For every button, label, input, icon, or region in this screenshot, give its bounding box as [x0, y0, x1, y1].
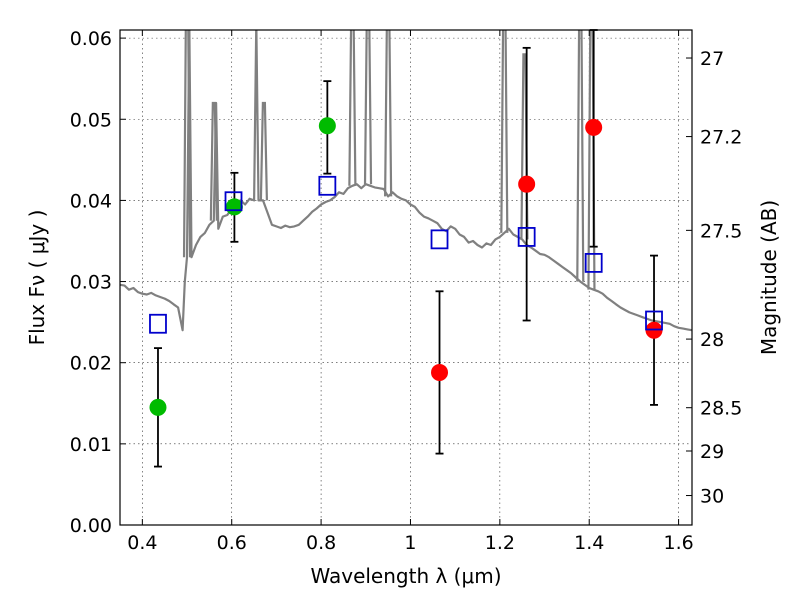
observed-point-red — [586, 119, 602, 135]
model-photometry-square — [319, 177, 335, 195]
mag-tick-label: 30 — [700, 486, 724, 508]
emission-line — [254, 0, 260, 22]
observed-point-green — [319, 118, 335, 134]
emission-line — [577, 0, 583, 282]
x-axis-label: Wavelength λ (μm) — [310, 564, 501, 588]
model-spectrum — [120, 0, 692, 330]
y-axis-label: Flux Fν ( μJy ) — [25, 210, 49, 346]
y-tick-label: 0.02 — [70, 353, 112, 375]
y-tick-label: 0.01 — [70, 434, 112, 456]
model-photometry-square — [150, 315, 166, 333]
axes-ticks: 0.4 0.6 0.8 1 1.2 1.4 1.6 0.00 0.01 0.02 0.03 0.04 0… — [70, 28, 743, 554]
mag-tick-label: 29 — [700, 441, 724, 463]
emission-line — [349, 0, 355, 186]
mag-tick-label: 28.5 — [700, 398, 742, 420]
x-tick-label: 1 — [404, 532, 416, 554]
model-photometry-square — [432, 230, 448, 248]
emission-line — [365, 0, 371, 184]
data-points — [150, 30, 662, 467]
mag-tick-label: 27.5 — [700, 220, 742, 242]
mag-tick-label: 27.2 — [700, 127, 742, 149]
sed-chart: 0.4 0.6 0.8 1 1.2 1.4 1.6 0.00 0.01 0.02 0.03 0.04 0… — [0, 0, 800, 600]
y-tick-label: 0.05 — [70, 109, 112, 131]
y-tick-label: 0.04 — [70, 190, 112, 212]
observed-point-red — [432, 364, 448, 380]
x-tick-label: 1.2 — [485, 532, 515, 554]
y2-axis-label: Magnitude (AB) — [757, 200, 781, 355]
y-tick-label: 0.03 — [70, 272, 112, 294]
y-tick-label: 0.00 — [70, 515, 112, 537]
observed-point-green — [150, 399, 166, 415]
x-tick-label: 0.8 — [306, 532, 336, 554]
x-tick-label: 1.4 — [574, 532, 604, 554]
x-tick-label: 0.4 — [127, 532, 157, 554]
observed-point-red — [519, 176, 535, 192]
mag-tick-label: 27 — [700, 48, 724, 70]
x-tick-label: 1.6 — [663, 532, 693, 554]
observed-point-green — [226, 199, 242, 215]
mag-tick-label: 28 — [700, 329, 724, 351]
emission-line — [261, 103, 267, 200]
x-tick-label: 0.6 — [217, 532, 247, 554]
grid — [120, 30, 692, 525]
y-tick-label: 0.06 — [70, 28, 112, 50]
emission-line — [501, 0, 507, 233]
spectrum-line — [120, 22, 692, 330]
plot-frame — [120, 30, 692, 525]
